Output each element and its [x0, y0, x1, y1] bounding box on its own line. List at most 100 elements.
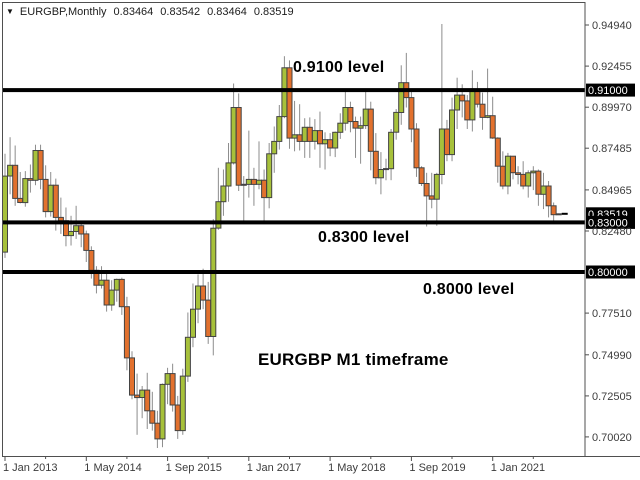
- candle-bullish: [525, 172, 532, 187]
- candle-bearish: [129, 357, 135, 396]
- candle-bearish: [499, 165, 506, 187]
- candle-bearish: [418, 167, 425, 185]
- candle-bearish: [327, 139, 334, 149]
- candle-bullish: [215, 201, 222, 229]
- candle-bullish: [276, 116, 283, 142]
- ohlc-low: 0.83464: [207, 6, 247, 18]
- time-axis-label: 1 Jan 2017: [247, 462, 301, 474]
- candle-bearish: [494, 137, 501, 167]
- candle-bearish: [250, 178, 257, 185]
- candle-bearish: [118, 278, 125, 308]
- candle-bullish: [190, 308, 196, 338]
- candle-bullish: [433, 173, 440, 200]
- time-axis-label: 1 Sep 2019: [409, 462, 465, 474]
- candle-bearish: [352, 121, 359, 129]
- candle-bullish: [22, 178, 29, 204]
- price-axis-label: 0.82480: [592, 226, 632, 238]
- price-axis[interactable]: 0.94940 0.92455 0.91000 0.89970 0.87485 0.849…: [585, 20, 635, 444]
- chart-dropdown-icon[interactable]: ▼: [6, 7, 14, 16]
- candle-bullish: [530, 170, 537, 174]
- candle-bearish: [423, 183, 430, 197]
- candle-bullish: [225, 162, 232, 187]
- candle-bullish: [164, 373, 171, 385]
- candle-bearish: [306, 126, 313, 142]
- candle-bullish: [230, 107, 237, 164]
- candle-bullish: [540, 185, 547, 195]
- candle-bullish: [398, 82, 405, 113]
- horizontal-level-line[interactable]: [3, 88, 585, 93]
- price-axis-label: 0.94940: [592, 20, 632, 32]
- horizontal-level-line[interactable]: [3, 220, 585, 225]
- candle-bearish: [367, 108, 374, 152]
- time-axis-label: 1 May 2018: [328, 462, 385, 474]
- candle-bearish: [550, 205, 557, 216]
- candle-bullish: [362, 108, 369, 127]
- candle-bearish: [545, 185, 552, 207]
- annotation-level-8000[interactable]: 0.8000 level: [423, 281, 515, 298]
- candle-bullish: [388, 131, 395, 170]
- annotation-level-9100[interactable]: 0.9100 level: [293, 59, 385, 76]
- price-axis-highlight-box: [586, 265, 635, 279]
- horizontal-level-line[interactable]: [3, 270, 585, 274]
- candle-bullish: [210, 227, 217, 337]
- candle-bearish: [17, 197, 24, 203]
- price-axis-label-highlighted: 0.83000: [588, 217, 628, 229]
- price-axis-label: 0.84965: [592, 185, 632, 197]
- candle-bullish: [2, 175, 8, 253]
- candle-bearish: [123, 306, 130, 359]
- candle-bullish: [245, 178, 252, 185]
- candle-bullish: [7, 164, 14, 177]
- candle-bearish: [408, 97, 415, 130]
- candle-bearish: [510, 155, 516, 174]
- candle-bullish: [271, 140, 278, 155]
- candle-bearish: [474, 90, 481, 105]
- candle-bullish: [291, 134, 298, 139]
- candles-layer: [2, 24, 562, 448]
- candle-bullish: [73, 225, 80, 232]
- candle-bearish: [444, 128, 450, 156]
- candle-bullish: [32, 150, 39, 181]
- candle-bullish: [184, 336, 191, 377]
- candle-bearish: [413, 128, 420, 169]
- annotation-level-8300[interactable]: 0.8300 level: [318, 229, 410, 246]
- candle-bearish: [52, 184, 59, 218]
- candle-bullish: [139, 389, 146, 399]
- annotation-timeframe-note[interactable]: EURGBP M1 timeframe: [258, 350, 449, 369]
- candle-bearish: [42, 178, 49, 213]
- candle-bearish: [317, 130, 323, 145]
- candle-bearish: [479, 103, 486, 118]
- candle-bullish: [311, 130, 318, 142]
- candle-bearish: [459, 94, 466, 102]
- candle-bullish: [266, 153, 273, 199]
- candle-bearish: [200, 285, 207, 301]
- time-axis-label: 1 May 2014: [84, 462, 141, 474]
- candle-bullish: [256, 179, 262, 185]
- candle-bearish: [174, 404, 181, 432]
- candle-bearish: [347, 107, 354, 123]
- candle-bearish: [372, 150, 379, 179]
- candle-bullish: [438, 128, 445, 175]
- candle-bullish: [47, 184, 54, 213]
- price-axis-label-highlighted: 0.80000: [588, 267, 628, 279]
- candle-bearish: [286, 67, 293, 139]
- candle-bearish: [57, 216, 64, 222]
- candle-bullish: [555, 213, 562, 216]
- candle-bullish: [393, 111, 400, 133]
- candle-bearish: [205, 299, 212, 338]
- candle-bullish: [159, 383, 166, 440]
- candle-bearish: [464, 100, 471, 121]
- candle-bearish: [489, 115, 496, 139]
- candle-bullish: [484, 115, 491, 118]
- time-axis[interactable]: 1 Jan 2013 1 May 2014 1 Sep 2015 1 Jan 2017…: [3, 457, 545, 474]
- candle-bearish: [515, 172, 522, 176]
- candle-bullish: [357, 125, 364, 129]
- candle-bearish: [535, 170, 542, 195]
- candle-bullish: [113, 278, 120, 291]
- candle-bearish: [261, 179, 268, 199]
- candle-bullish: [179, 375, 186, 432]
- candle-bullish: [281, 67, 288, 118]
- candle-bearish: [27, 178, 34, 181]
- candle-bearish: [37, 150, 44, 180]
